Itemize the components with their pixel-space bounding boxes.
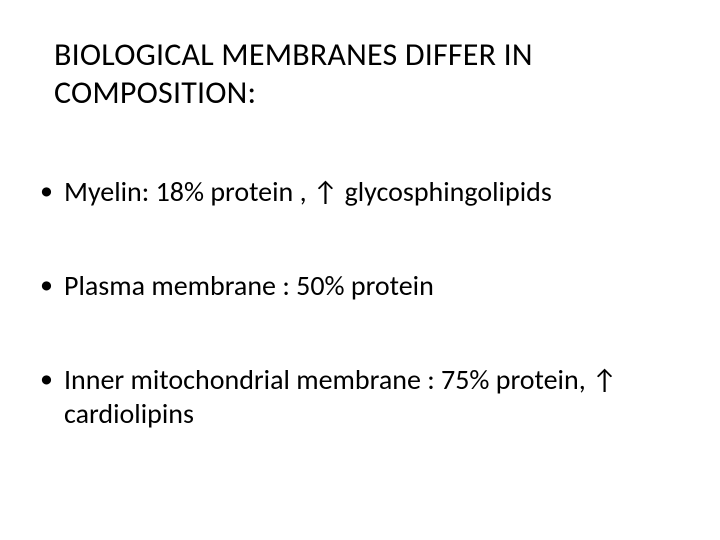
bullet-text: Inner mitochondrial membrane : 75% prote… xyxy=(64,362,617,431)
bullet-text: Myelin: 18% protein , ↑ glycosphingolipi… xyxy=(64,174,552,209)
slide: BIOLOGICAL MEMBRANES DIFFER IN COMPOSITI… xyxy=(0,0,720,540)
slide-title: BIOLOGICAL MEMBRANES DIFFER IN COMPOSITI… xyxy=(54,36,660,113)
slide-body: Myelin: 18% protein , ↑ glycosphingolipi… xyxy=(34,175,680,432)
bullet-item: Inner mitochondrial membrane : 75% prote… xyxy=(34,363,680,431)
bullet-text: Plasma membrane : 50% protein xyxy=(64,268,434,303)
bullet-item: Plasma membrane : 50% protein xyxy=(34,269,680,303)
bullet-item: Myelin: 18% protein , ↑ glycosphingolipi… xyxy=(34,175,680,209)
